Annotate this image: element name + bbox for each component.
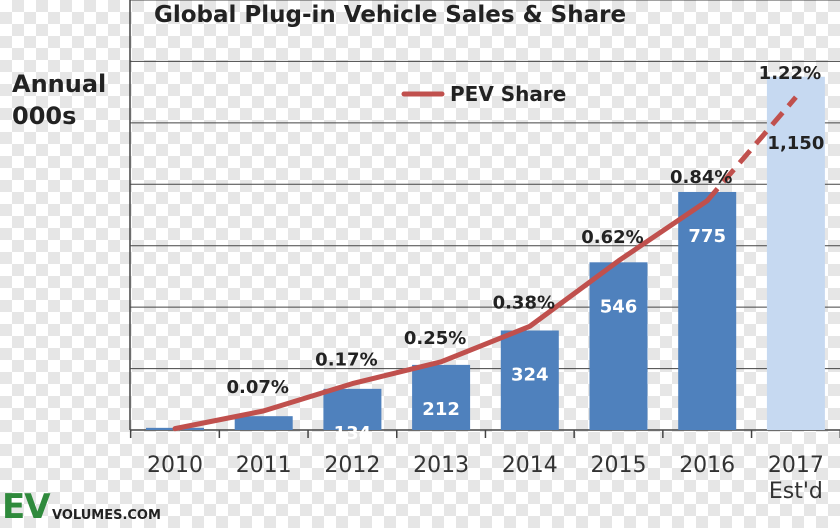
x-tick-label: 2015 <box>591 453 647 478</box>
ev-volumes-logo: EV VOLUMES.COM <box>2 487 161 527</box>
share-line <box>172 198 710 432</box>
bar-value-label: 324 <box>511 364 549 385</box>
x-tick-label: 2013 <box>413 453 469 478</box>
label-layer: 134 212 324 546 775 1,150 0.07% 0.17% 0.25% 0.38%… <box>226 63 824 444</box>
bar-2015 <box>589 262 648 430</box>
bar-value-label: 775 <box>688 226 726 247</box>
share-line-estimate <box>705 95 798 203</box>
legend-label: PEV Share <box>450 82 566 106</box>
share-value-label: 0.84% <box>670 167 732 188</box>
grid-layer <box>129 0 840 438</box>
bar-2014 <box>500 330 559 430</box>
share-value-label: 0.62% <box>581 227 643 248</box>
logo-site: VOLUMES.COM <box>52 508 161 523</box>
x-tick-sublabel: Est'd <box>769 479 823 504</box>
x-tick-label: 2016 <box>679 453 735 478</box>
chart-title: Global Plug-in Vehicle Sales & Share <box>154 2 626 28</box>
bar-value-label: 212 <box>422 399 460 420</box>
logo-brand: EV <box>2 487 51 527</box>
x-tick-label: 2010 <box>147 453 203 478</box>
share-value-label: 0.25% <box>404 328 466 349</box>
bar-layer <box>146 76 825 431</box>
bar-value-label: 1,150 <box>767 133 824 154</box>
y-axis-label-line-2: 000s <box>12 102 76 130</box>
x-tick-label: 2012 <box>324 453 380 478</box>
share-value-label: 0.07% <box>226 377 288 398</box>
legend: PEV Share <box>401 82 566 106</box>
bar-value-label: 546 <box>600 296 638 317</box>
share-value-label: 1.22% <box>759 63 821 84</box>
x-tick-label: 2017 <box>768 453 824 478</box>
bar-2017 <box>766 76 825 431</box>
bar-value-label: 134 <box>334 423 372 444</box>
bar-2012 <box>323 388 382 430</box>
line-layer <box>172 95 798 432</box>
bar-2013 <box>412 364 471 430</box>
x-tick-label: 2014 <box>502 453 558 478</box>
share-value-label: 0.17% <box>315 350 377 371</box>
y-axis-label-line-1: Annual <box>12 70 106 98</box>
bar-2011 <box>234 416 293 430</box>
share-value-label: 0.38% <box>493 292 555 313</box>
x-tick-label: 2011 <box>236 453 292 478</box>
bar-2016 <box>678 191 737 430</box>
